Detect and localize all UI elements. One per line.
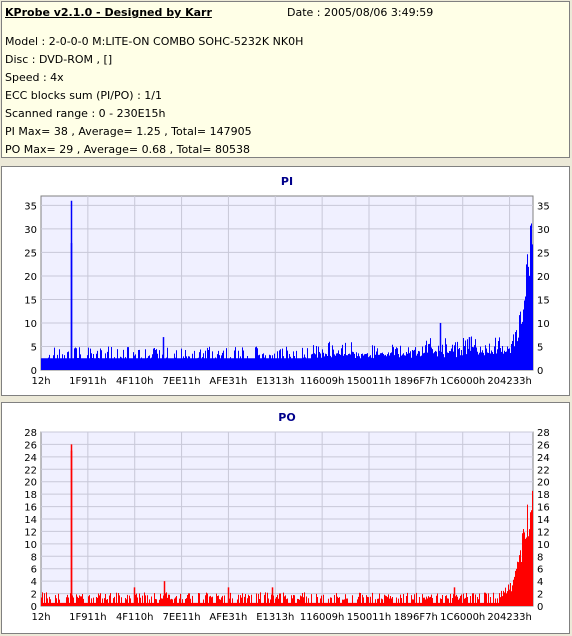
y-tick-label-right: 16 — [537, 503, 550, 514]
x-tick-label: 1896F7h — [394, 612, 438, 623]
y-tick-label-left: 14 — [24, 515, 37, 526]
po-chart-panel: PO 0 0 2 2 4 4 6 6 8 8 10 10 12 12 14 14 16 16 18 18 20 20 22 22… — [1, 402, 570, 634]
y-tick-label-left: 4 — [31, 577, 37, 588]
y-tick-label-left: 26 — [24, 440, 37, 451]
app-title: KProbe v2.1.0 - Designed by Karr — [5, 6, 212, 19]
x-tick-label: 12h — [31, 376, 50, 387]
y-tick-label-left: 0 — [31, 366, 37, 377]
x-tick-label: 204233h — [487, 612, 532, 623]
y-tick-label-left: 18 — [24, 490, 37, 501]
disc-line: Disc : DVD-ROM , [] — [5, 53, 113, 66]
y-tick-label-right: 2 — [537, 590, 543, 601]
y-tick-label-right: 20 — [537, 272, 550, 283]
x-tick-label: E1313h — [256, 612, 294, 623]
y-tick-label-left: 8 — [31, 552, 37, 563]
x-tick-label: 7EE11h — [163, 612, 201, 623]
y-tick-label-left: 35 — [24, 201, 37, 212]
x-tick-label: 7EE11h — [163, 376, 201, 387]
y-tick-label-right: 15 — [537, 295, 550, 306]
y-tick-label-left: 30 — [24, 225, 37, 236]
y-tick-label-right: 25 — [537, 248, 550, 259]
chart-title: PO — [278, 411, 295, 424]
y-tick-label-right: 10 — [537, 319, 550, 330]
y-tick-label-left: 22 — [24, 465, 37, 476]
x-tick-label: 1C6000h — [440, 376, 485, 387]
x-tick-label: 12h — [31, 612, 50, 623]
x-tick-label: 1896F7h — [394, 376, 438, 387]
x-tick-label: 204233h — [487, 376, 532, 387]
y-tick-label-left: 10 — [24, 540, 37, 551]
pi-chart-panel: PI 0 0 5 5 10 10 15 15 20 20 25 25 30 30 35 35 12h 1F911h 4… — [1, 166, 570, 396]
y-tick-label-right: 24 — [537, 453, 550, 464]
y-tick-label-left: 28 — [24, 428, 37, 439]
y-tick-label-right: 26 — [537, 440, 550, 451]
y-tick-label-right: 35 — [537, 201, 550, 212]
speed-line: Speed : 4x — [5, 71, 64, 84]
y-tick-label-right: 30 — [537, 225, 550, 236]
x-tick-label: 1F911h — [69, 376, 107, 387]
x-tick-label: AFE31h — [209, 612, 247, 623]
y-tick-label-right: 8 — [537, 552, 543, 563]
chart-title: PI — [281, 175, 293, 188]
y-tick-label-right: 0 — [537, 366, 543, 377]
y-tick-label-right: 20 — [537, 478, 550, 489]
x-tick-label: 4F110h — [116, 612, 154, 623]
y-tick-label-left: 16 — [24, 503, 37, 514]
y-tick-label-right: 22 — [537, 465, 550, 476]
scan-date: Date : 2005/08/06 3:49:59 — [287, 6, 434, 19]
y-tick-label-left: 0 — [31, 602, 37, 613]
y-tick-label-left: 20 — [24, 478, 37, 489]
y-tick-label-right: 14 — [537, 515, 550, 526]
model-line: Model : 2-0-0-0 M:LITE-ON COMBO SOHC-523… — [5, 35, 304, 48]
x-tick-label: 150011h — [347, 612, 392, 623]
range-line: Scanned range : 0 - 230E15h — [5, 107, 166, 120]
x-tick-label: 116009h — [300, 376, 345, 387]
y-tick-label-left: 5 — [31, 342, 37, 353]
x-tick-label: 1C6000h — [440, 612, 485, 623]
y-tick-label-right: 18 — [537, 490, 550, 501]
y-tick-label-left: 10 — [24, 319, 37, 330]
pi-chart: PI 0 0 5 5 10 10 15 15 20 20 25 25 30 30 35 35 12h 1F911h 4… — [24, 175, 550, 387]
y-tick-label-right: 6 — [537, 565, 543, 576]
x-tick-label: AFE31h — [209, 376, 247, 387]
data-bars — [41, 490, 533, 606]
pi-summary-line: PI Max= 38 , Average= 1.25 , Total= 1479… — [5, 125, 252, 138]
y-tick-label-left: 25 — [24, 248, 37, 259]
ecc-line: ECC blocks sum (PI/PO) : 1/1 — [5, 89, 162, 102]
y-tick-label-right: 0 — [537, 602, 543, 613]
y-tick-label-right: 4 — [537, 577, 543, 588]
y-tick-label-left: 6 — [31, 565, 37, 576]
y-tick-label-left: 12 — [24, 527, 37, 538]
y-tick-label-left: 15 — [24, 295, 37, 306]
po-summary-line: PO Max= 29 , Average= 0.68 , Total= 8053… — [5, 143, 250, 156]
x-tick-label: 150011h — [347, 376, 392, 387]
y-tick-label-right: 28 — [537, 428, 550, 439]
x-tick-label: 116009h — [300, 612, 345, 623]
x-tick-label: E1313h — [256, 376, 294, 387]
y-tick-label-left: 24 — [24, 453, 37, 464]
y-tick-label-left: 20 — [24, 272, 37, 283]
y-tick-label-right: 5 — [537, 342, 543, 353]
y-tick-label-right: 12 — [537, 527, 550, 538]
info-panel: KProbe v2.1.0 - Designed by Karr Date : … — [1, 1, 570, 158]
x-tick-label: 1F911h — [69, 612, 107, 623]
data-bars — [41, 223, 533, 370]
plot-area — [40, 195, 534, 371]
x-tick-label: 4F110h — [116, 376, 154, 387]
y-tick-label-right: 10 — [537, 540, 550, 551]
y-tick-label-left: 2 — [31, 590, 37, 601]
